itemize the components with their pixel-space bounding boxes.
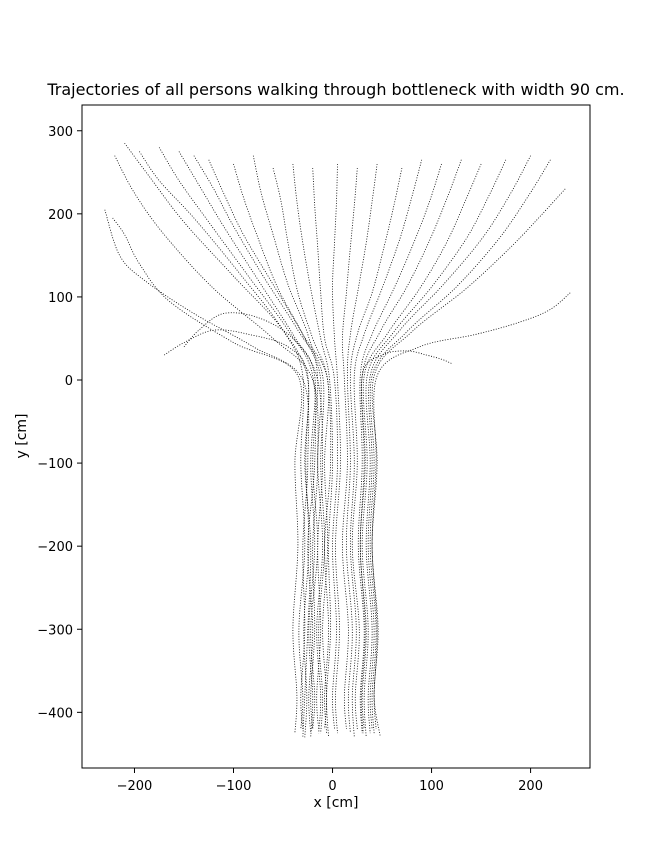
x-axis-label: x [cm] — [314, 795, 359, 811]
trajectory-line — [345, 163, 378, 734]
trajectory-line — [361, 163, 482, 738]
trajectory-line — [163, 329, 310, 738]
x-tick-label: 0 — [328, 779, 336, 794]
y-tick-label: 0 — [65, 374, 73, 389]
x-tick-label: 200 — [518, 779, 543, 794]
trajectory-line — [252, 155, 319, 730]
trajectory-line — [183, 312, 316, 738]
trajectory-line — [371, 292, 571, 730]
trajectory-line — [139, 151, 306, 730]
trajectory-line — [124, 142, 312, 738]
y-axis-ticks: −400 −300 −200 −100 0 100 200 300 — [37, 125, 82, 721]
x-tick-label: 100 — [419, 779, 444, 794]
trajectory-line — [341, 168, 358, 730]
trajectory-line — [312, 168, 338, 730]
trajectory-line — [193, 155, 326, 734]
trajectory-line — [178, 151, 324, 730]
y-tick-label: 100 — [48, 291, 73, 306]
x-axis-ticks: −200 −100 0 100 200 — [117, 768, 543, 794]
trajectory-line — [292, 163, 333, 738]
trajectory-line — [371, 188, 566, 736]
trajectory-line — [369, 159, 551, 734]
x-tick-label: −200 — [117, 779, 153, 794]
trajectory-lines — [104, 142, 571, 738]
trajectory-line — [349, 168, 403, 738]
y-tick-label: −100 — [37, 457, 73, 472]
y-tick-label: −300 — [37, 623, 73, 638]
trajectory-line — [359, 159, 462, 730]
trajectory-line — [367, 155, 531, 730]
trajectory-line — [114, 155, 319, 730]
trajectory-line — [365, 159, 507, 734]
trajectory-line — [104, 209, 310, 730]
plot-frame — [81, 104, 591, 769]
chart-title: Trajectories of all persons walking thro… — [46, 80, 624, 99]
trajectory-line — [332, 163, 341, 734]
y-tick-label: 300 — [48, 125, 73, 140]
y-tick-label: −200 — [37, 540, 73, 555]
trajectory-line — [359, 350, 452, 734]
y-tick-label: 200 — [48, 208, 73, 223]
trajectory-line — [158, 147, 317, 734]
trajectory-line — [112, 217, 303, 734]
x-tick-label: −100 — [216, 779, 252, 794]
trajectory-line — [208, 159, 330, 730]
trajectory-line — [351, 159, 423, 730]
y-tick-label: −400 — [37, 706, 73, 721]
trajectory-line — [272, 168, 332, 734]
trajectory-line — [357, 163, 442, 734]
y-axis-label: y [cm] — [14, 414, 30, 459]
